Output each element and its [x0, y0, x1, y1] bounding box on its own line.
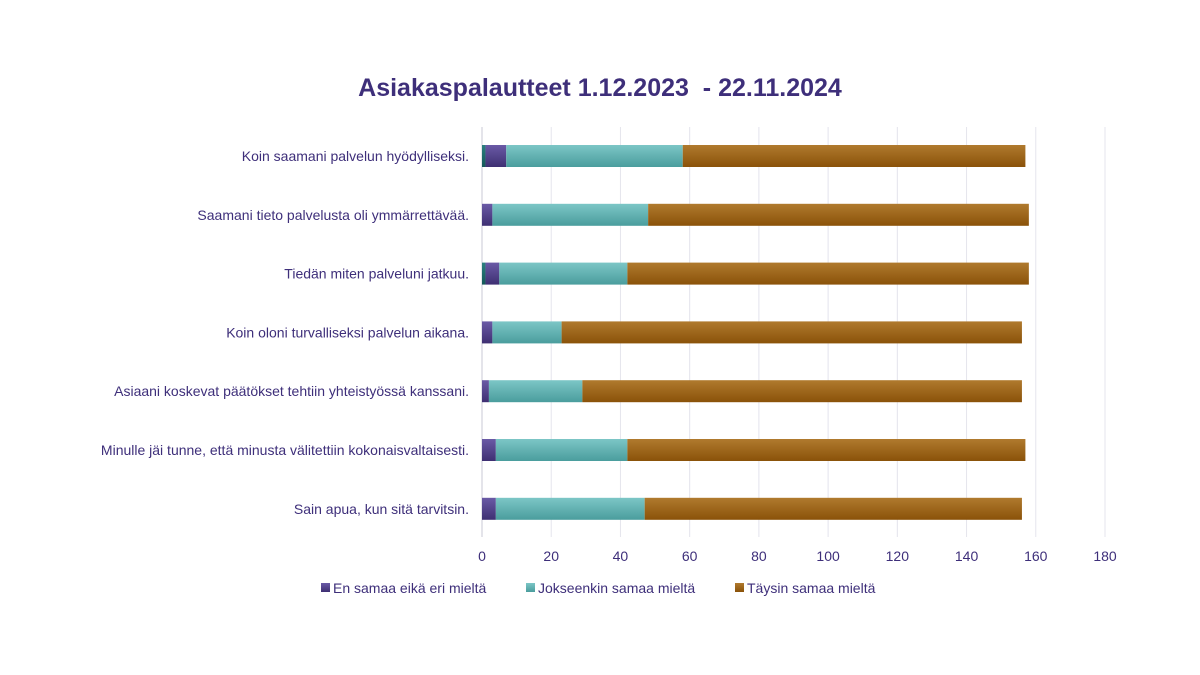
bar-segment: [482, 145, 486, 167]
legend-swatch: [321, 583, 330, 592]
legend-swatch: [526, 583, 535, 592]
chart-title: Asiakaspalautteet 1.12.2023 - 22.11.2024: [358, 74, 842, 102]
bars: [482, 145, 1029, 520]
x-tick-label: 40: [613, 548, 629, 564]
legend-swatch: [735, 583, 744, 592]
category-label: Koin saamani palvelun hyödylliseksi.: [242, 148, 469, 164]
bar-segment: [488, 380, 583, 403]
bar-segment: [627, 262, 1029, 285]
bar-segment: [648, 203, 1029, 226]
bar-segment: [495, 497, 645, 520]
bar-segment: [506, 145, 683, 167]
x-tick-label: 160: [1024, 548, 1048, 564]
bar-segment: [492, 203, 649, 226]
bar-segment: [499, 262, 628, 285]
category-label: Minulle jäi tunne, että minusta välitett…: [101, 442, 469, 458]
x-tick-label: 180: [1093, 548, 1117, 564]
bar-segment: [482, 497, 496, 520]
x-tick-label: 140: [955, 548, 979, 564]
bar-segment: [492, 321, 562, 344]
bar-segment: [482, 321, 493, 344]
category-label: Sain apua, kun sitä tarvitsin.: [294, 501, 469, 517]
x-tick-label: 100: [816, 548, 840, 564]
category-label: Saamani tieto palvelusta oli ymmärrettäv…: [197, 207, 469, 223]
bar-segment: [482, 203, 493, 226]
category-label: Asiaani koskevat päätökset tehtiin yhtei…: [114, 383, 469, 399]
x-tick-label: 20: [543, 548, 559, 564]
bar-segment: [485, 262, 500, 285]
bar-segment: [682, 145, 1026, 167]
legend: En samaa eikä eri mieltä Jokseenkin samaa…: [321, 580, 876, 596]
bar-segment: [482, 380, 489, 403]
bar-segment: [644, 497, 1022, 520]
bar-segment: [485, 145, 507, 167]
legend-label: En samaa eikä eri mieltä: [333, 580, 487, 596]
category-label: Tiedän miten palveluni jatkuu.: [284, 266, 469, 282]
bar-segment: [482, 262, 486, 285]
bar-segment: [561, 321, 1022, 344]
category-labels: Koin saamani palvelun hyödylliseksi. Saam…: [101, 148, 469, 517]
category-label: Koin oloni turvalliseksi palvelun aikana…: [226, 324, 469, 340]
legend-label: Täysin samaa mieltä: [747, 580, 876, 596]
x-tick-label: 60: [682, 548, 698, 564]
legend-label: Jokseenkin samaa mieltä: [538, 580, 695, 596]
x-axis-ticks: 0 20 40 60 80 100 120 140 160 180: [478, 548, 1117, 564]
bar-segment: [582, 380, 1022, 403]
x-tick-label: 120: [886, 548, 910, 564]
x-tick-label: 0: [478, 548, 486, 564]
bar-segment: [495, 439, 628, 461]
x-tick-label: 80: [751, 548, 767, 564]
bar-segment: [482, 439, 496, 461]
bar-segment: [627, 439, 1026, 461]
